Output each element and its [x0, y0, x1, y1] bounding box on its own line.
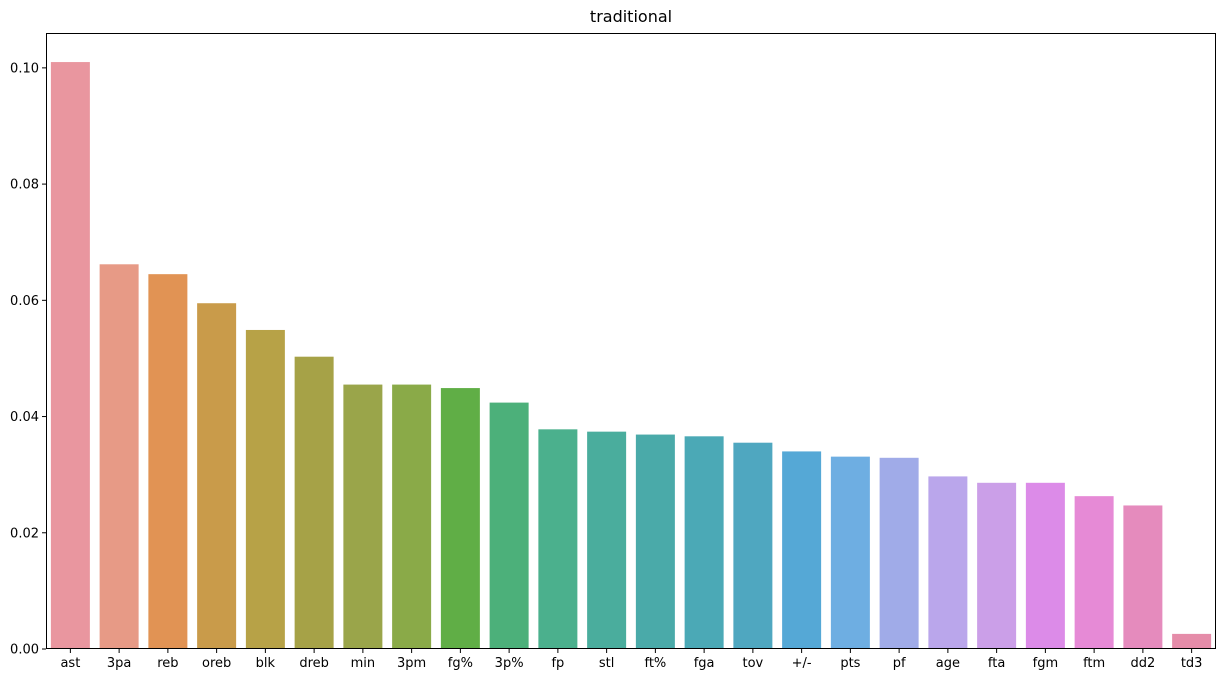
x-tick-label: tov — [743, 656, 764, 671]
x-tick-label: oreb — [202, 656, 231, 671]
bar-pf — [879, 457, 919, 649]
x-tick-label: 3p% — [495, 656, 524, 671]
bar-blk — [245, 329, 285, 649]
bar-dd2 — [1123, 505, 1163, 649]
bar-stl — [587, 431, 627, 649]
bar-fgm — [1025, 482, 1065, 649]
y-tick-label: 0.10 — [10, 61, 39, 76]
y-tick-label: 0.00 — [10, 643, 39, 658]
bar-fta — [977, 482, 1017, 649]
x-tick-label: ast — [60, 656, 80, 671]
chart-title: traditional — [590, 7, 672, 26]
x-tick-label: pts — [840, 656, 860, 671]
bar-pts — [830, 456, 870, 649]
x-tick-label: min — [351, 656, 376, 671]
x-tick-label: 3pm — [397, 656, 426, 671]
x-tick-label: ftm — [1083, 656, 1105, 671]
bar-3p% — [489, 402, 529, 649]
bar-ast — [50, 62, 90, 650]
x-tick-label: td3 — [1181, 656, 1203, 671]
y-tick-label: 0.04 — [10, 410, 39, 425]
bars-layer — [50, 62, 1212, 650]
x-tick-label: pf — [893, 656, 906, 671]
plot-frame — [46, 33, 1216, 649]
bar-fga — [684, 436, 724, 649]
bar-ftm — [1074, 496, 1114, 649]
x-tick-label: age — [936, 656, 960, 671]
x-tick-label: blk — [256, 656, 276, 671]
y-tick-label: 0.06 — [10, 294, 39, 309]
bar-oreb — [197, 303, 237, 649]
x-tick-label: 3pa — [107, 656, 132, 671]
bar-age — [928, 476, 968, 649]
bar-3pm — [392, 384, 432, 649]
bar-fp — [538, 429, 578, 649]
bar-min — [343, 384, 383, 649]
x-tick-label: reb — [157, 656, 178, 671]
bar-fg% — [440, 388, 480, 649]
y-tick-label: 0.08 — [10, 178, 39, 193]
bar-dreb — [294, 356, 334, 649]
x-tick-label: fgm — [1033, 656, 1059, 671]
x-tick-label: fp — [551, 656, 564, 671]
y-tick-label: 0.02 — [10, 526, 39, 541]
x-tick-label: dreb — [299, 656, 329, 671]
bar-td3 — [1172, 633, 1212, 649]
x-tick-label: stl — [599, 656, 614, 671]
x-tick-label: +/- — [792, 656, 812, 671]
y-axis: 0.00 0.02 0.04 0.06 0.08 0.10 — [10, 61, 46, 658]
bar-tov — [733, 442, 773, 649]
x-tick-label: dd2 — [1130, 656, 1155, 671]
bar-reb — [148, 274, 188, 649]
x-axis: ast 3pa reb oreb blk dreb min 3pm fg% 3p% fp stl ft%… — [60, 649, 1202, 671]
bar-+/- — [782, 451, 822, 649]
x-tick-label: fga — [694, 656, 715, 671]
bar-3pa — [99, 264, 139, 649]
x-tick-label: fg% — [448, 656, 473, 671]
x-tick-label: fta — [988, 656, 1005, 671]
x-tick-label: ft% — [644, 656, 666, 671]
bar-ft% — [635, 434, 675, 649]
